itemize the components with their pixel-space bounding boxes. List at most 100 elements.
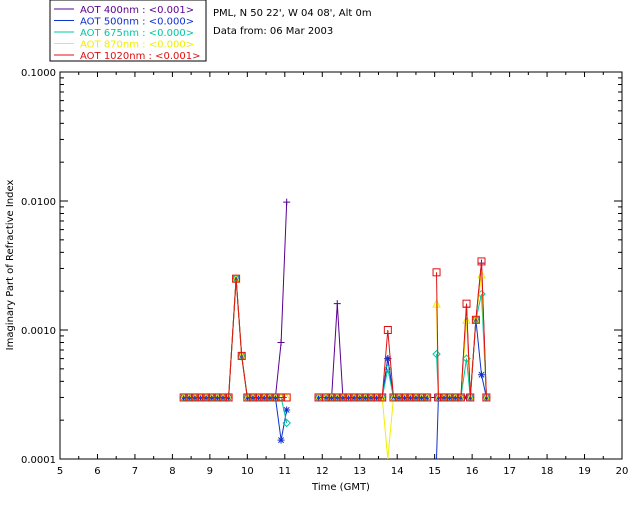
y-tick-label: 0.0100 [21,197,56,208]
legend-label: AOT 400nm : <0.001> [80,5,194,16]
x-tick-label: 17 [503,466,516,477]
x-tick-label: 7 [132,466,138,477]
legend-label: AOT 675nm : <0.000> [80,28,194,39]
x-axis: 5 6 7 8 9 10 11 12 13 14 15 16 17 18 19 20 [57,72,629,477]
data-point [406,393,415,402]
y-axis-title: Imaginary Part of Refractive Index [5,180,16,351]
data-point [383,364,393,374]
data-point [185,393,194,402]
data-point [361,393,370,402]
data-point [456,393,465,402]
data-point [434,393,443,402]
data-point [232,274,241,283]
data-point [224,393,233,402]
x-tick-label: 8 [169,466,175,477]
data-point [344,393,353,402]
series-3 [179,274,491,428]
data-point [355,393,364,402]
data-point [378,393,387,402]
legend-label: AOT 500nm : <0.000> [80,17,194,28]
data-point [400,393,409,402]
data-point [248,393,257,402]
data-point [477,257,486,266]
data-point [207,393,216,402]
series-line [318,358,428,398]
x-tick-label: 20 [616,466,629,477]
legend-label: AOT 870nm : <0.000> [80,40,194,51]
series-line [183,278,288,441]
location-text: PML, N 50 22', W 04 08', Alt 0m [213,8,372,19]
data-point [482,393,491,402]
x-tick-label: 13 [353,466,366,477]
data-point [384,355,392,363]
data-point [283,198,291,206]
y-tick-label: 0.1000 [21,68,56,79]
data-point [232,275,240,283]
data-point [322,393,331,402]
data-point [445,393,454,402]
data-point [190,393,199,402]
data-point [260,393,269,402]
data-point [462,299,471,308]
data-point [462,315,471,324]
series-line [318,368,428,398]
data-point [179,393,188,402]
data-point [366,393,375,402]
x-tick-label: 15 [428,466,441,477]
legend-frame [49,0,207,62]
legend: AOT 400nm : <0.001>AOT 500nm : <0.000>AO… [49,0,207,62]
x-tick-label: 14 [391,466,404,477]
data-point [277,339,285,347]
data-point [196,393,205,402]
series-1 [180,198,490,401]
y-tick-label: 0.0010 [21,326,56,337]
series-4 [179,269,491,459]
data-point [282,393,291,402]
x-tick-label: 6 [94,466,100,477]
data-point [432,349,441,359]
x-tick-label: 10 [241,466,254,477]
data-point [451,393,460,402]
data-point [440,393,449,402]
data-point [333,300,341,308]
series-2 [180,275,490,459]
data-point [277,393,286,402]
data-point [277,436,285,444]
data-point [265,393,274,402]
series-line [183,278,287,398]
x-tick-label: 5 [57,466,63,477]
data-point [411,393,420,402]
data-point [417,393,426,402]
data-point [477,269,486,279]
series-line [318,329,428,398]
plot-area [179,198,491,459]
data-point [432,268,441,277]
data-point [213,393,222,402]
data-point [333,393,342,402]
data-point [395,393,404,402]
series-5 [179,257,491,402]
data-point [271,393,280,402]
data-point [372,393,381,402]
data-point [283,406,291,414]
x-axis-title: Time (GMT) [311,482,370,493]
data-point [338,393,347,402]
data-point [389,393,398,402]
x-tick-label: 9 [207,466,213,477]
data-point [471,315,480,324]
x-tick-label: 19 [578,466,591,477]
x-tick-label: 12 [316,466,329,477]
legend-label: AOT 1020nm : <0.001> [80,51,200,62]
data-point [478,371,485,379]
y-tick-label: 0.0001 [21,455,56,466]
y-axis: 0.0001 0.0010 0.0100 0.1000 [21,68,622,466]
data-point [202,393,211,402]
data-point [423,393,432,402]
data-point [237,351,246,360]
data-point [282,418,291,428]
date-text: Data from: 06 Mar 2003 [213,26,333,37]
x-tick-label: 11 [278,466,291,477]
data-point [466,393,475,402]
x-tick-label: 16 [466,466,479,477]
